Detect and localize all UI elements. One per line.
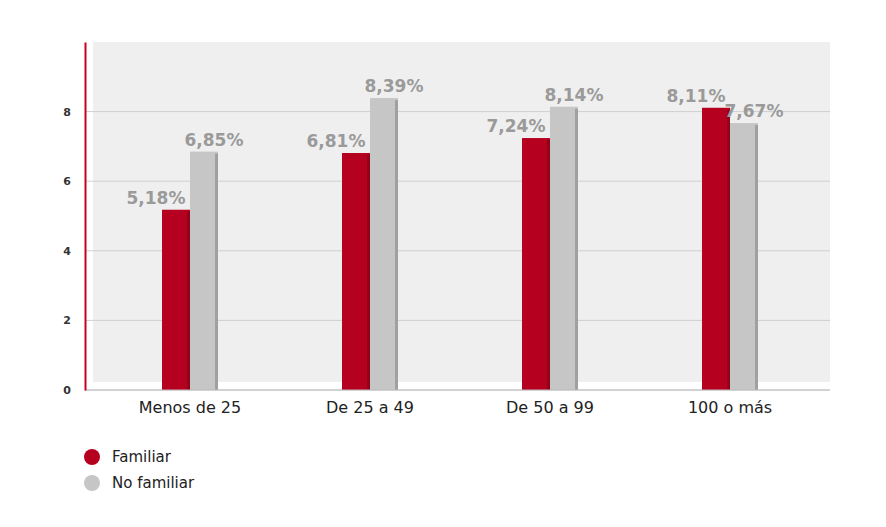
- bar: [522, 138, 550, 390]
- y-tick-label: 4: [63, 245, 71, 258]
- bar-side: [187, 212, 190, 390]
- x-tick-label: De 50 a 99: [506, 398, 594, 417]
- x-tick: De 25 a 49: [326, 390, 414, 417]
- chart-svg: 5,18% 6,81% 7,24% 8,11% 6,85% 8,39% 8,14% 7,67%…: [0, 0, 886, 527]
- y-tick: 0: [63, 384, 85, 397]
- y-tick-label: 6: [63, 175, 71, 188]
- x-tick-label: Menos de 25: [139, 398, 241, 417]
- y-tick-label: 2: [63, 314, 71, 327]
- y-axis-line: [85, 43, 87, 391]
- data-label: 7,67%: [725, 101, 784, 121]
- y-axis: 0 2 4 6 8: [63, 43, 85, 398]
- bar-side: [367, 155, 370, 390]
- y-tick: 2: [63, 314, 85, 327]
- data-label: 5,18%: [127, 188, 186, 208]
- data-labels: 5,18% 6,81% 7,24% 8,11% 6,85% 8,39% 8,14% 7,67%: [127, 76, 784, 208]
- x-tick: Menos de 25: [139, 390, 241, 417]
- chart-container: 5,18% 6,81% 7,24% 8,11% 6,85% 8,39% 8,14% 7,67%…: [0, 0, 886, 527]
- data-label: 6,81%: [307, 131, 366, 151]
- legend-label: Familiar: [112, 448, 172, 466]
- data-label: 6,85%: [185, 130, 244, 150]
- bar-side: [755, 125, 758, 390]
- legend-label: No familiar: [112, 474, 195, 492]
- bar: [370, 98, 398, 390]
- x-axis-line: [85, 390, 830, 391]
- bar: [342, 153, 370, 390]
- bar: [162, 210, 190, 390]
- grid-line: [85, 390, 830, 391]
- bar-side: [547, 140, 550, 390]
- data-label: 8,39%: [365, 76, 424, 96]
- y-tick: 8: [63, 106, 85, 119]
- bars: [162, 98, 758, 390]
- data-label: 7,24%: [487, 116, 546, 136]
- y-tick: 4: [63, 245, 85, 258]
- bar-side: [575, 109, 578, 390]
- x-tick: 100 o más: [688, 390, 772, 417]
- legend: Familiar No familiar: [84, 448, 195, 492]
- bar: [702, 108, 730, 390]
- x-tick: De 50 a 99: [506, 390, 594, 417]
- data-label: 8,11%: [667, 86, 726, 106]
- y-tick-label: 8: [63, 106, 71, 119]
- legend-swatch: [84, 449, 100, 465]
- bar: [190, 152, 218, 390]
- bar-side: [395, 100, 398, 390]
- x-tick-label: 100 o más: [688, 398, 772, 417]
- bar-side: [215, 154, 218, 390]
- bar: [730, 123, 758, 390]
- data-label: 8,14%: [545, 85, 604, 105]
- y-tick-label: 0: [63, 384, 71, 397]
- y-tick: 6: [63, 175, 85, 188]
- x-axis: Menos de 25 De 25 a 49 De 50 a 99 100 o más: [85, 390, 830, 417]
- x-tick-label: De 25 a 49: [326, 398, 414, 417]
- bar: [550, 107, 578, 390]
- bar-side: [727, 110, 730, 390]
- legend-swatch: [84, 475, 100, 491]
